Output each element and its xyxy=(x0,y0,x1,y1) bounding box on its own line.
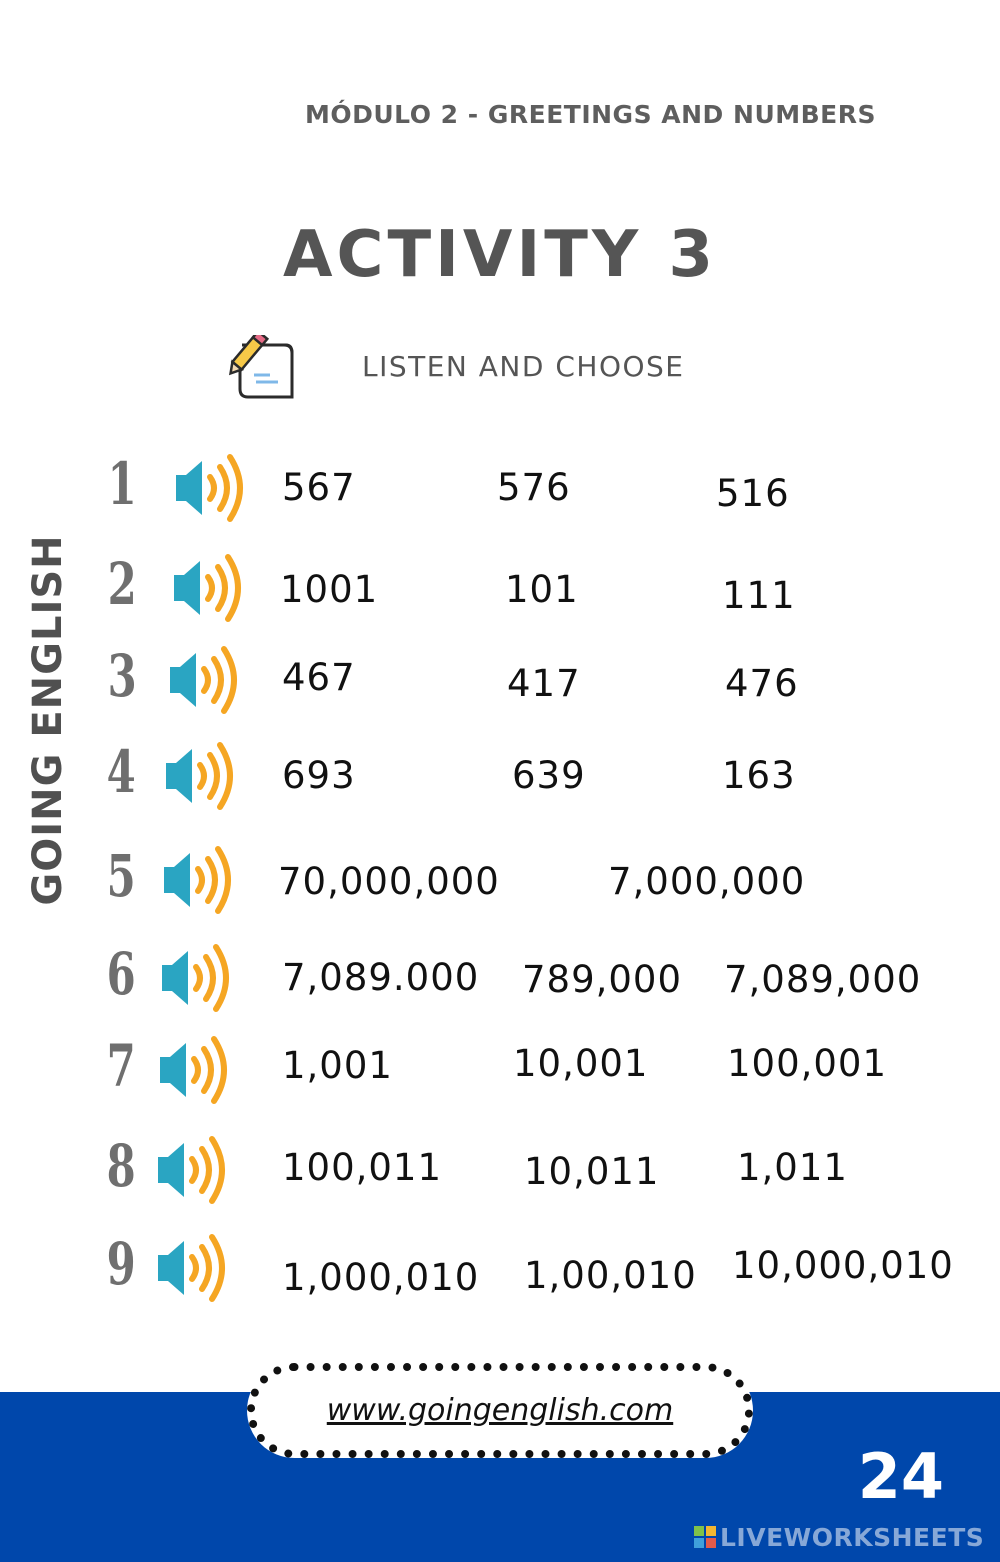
instruction-text: LISTEN AND CHOOSE xyxy=(362,350,685,383)
answer-option[interactable]: 111 xyxy=(722,574,796,617)
answer-option[interactable]: 516 xyxy=(716,472,790,515)
liveworksheets-logo-icon xyxy=(694,1526,716,1548)
watermark-text: LIVEWORKSHEETS xyxy=(720,1522,985,1552)
answer-option[interactable]: 10,011 xyxy=(524,1150,660,1193)
answer-option[interactable]: 101 xyxy=(505,568,579,611)
answer-option[interactable]: 7,000,000 xyxy=(608,860,806,903)
speaker-audio-icon[interactable] xyxy=(154,1135,234,1205)
answer-option[interactable]: 576 xyxy=(497,466,571,509)
speaker-audio-icon[interactable] xyxy=(166,645,246,715)
answer-option[interactable]: 1,00,010 xyxy=(524,1254,697,1297)
question-number: 5 xyxy=(106,842,136,910)
side-label-text: GOING ENGLISH xyxy=(25,534,71,906)
answer-option[interactable]: 476 xyxy=(725,662,799,705)
speaker-audio-icon[interactable] xyxy=(172,453,252,523)
answer-option[interactable]: 100,011 xyxy=(282,1146,443,1189)
answer-option[interactable]: 7,089.000 xyxy=(282,956,480,999)
answer-option[interactable]: 7,089,000 xyxy=(724,958,922,1001)
answer-option[interactable]: 10,001 xyxy=(513,1042,649,1085)
website-pill: www.goingenglish.com xyxy=(247,1363,753,1458)
answer-option[interactable]: 567 xyxy=(282,466,356,509)
answer-option[interactable]: 163 xyxy=(722,754,796,797)
speaker-audio-icon[interactable] xyxy=(154,1233,234,1303)
question-number: 6 xyxy=(106,940,136,1008)
question-number: 4 xyxy=(106,738,136,806)
question-number: 2 xyxy=(107,550,137,618)
answer-option[interactable]: 1,011 xyxy=(737,1146,848,1189)
question-number: 9 xyxy=(106,1230,136,1298)
answer-option[interactable]: 100,001 xyxy=(727,1042,888,1085)
question-number: 7 xyxy=(106,1032,136,1100)
answer-option[interactable]: 1,000,010 xyxy=(282,1256,480,1299)
answer-option[interactable]: 10,000,010 xyxy=(732,1244,954,1287)
speaker-audio-icon[interactable] xyxy=(156,1035,236,1105)
speaker-audio-icon[interactable] xyxy=(160,845,240,915)
speaker-audio-icon[interactable] xyxy=(162,741,242,811)
question-number: 3 xyxy=(107,642,137,710)
speaker-audio-icon[interactable] xyxy=(170,553,250,623)
question-number: 1 xyxy=(107,450,137,518)
watermark: LIVEWORKSHEETS xyxy=(694,1522,984,1552)
answer-option[interactable]: 467 xyxy=(282,656,356,699)
website-link[interactable]: www.goingenglish.com xyxy=(326,1393,674,1428)
answer-option[interactable]: 70,000,000 xyxy=(278,860,500,903)
speaker-audio-icon[interactable] xyxy=(158,943,238,1013)
module-heading: MÓDULO 2 - GREETINGS AND NUMBERS xyxy=(305,100,877,129)
question-number: 8 xyxy=(106,1132,136,1200)
activity-title: ACTIVITY 3 xyxy=(282,218,718,292)
answer-option[interactable]: 639 xyxy=(512,754,586,797)
pencil-document-icon xyxy=(229,335,294,399)
answer-option[interactable]: 1001 xyxy=(280,568,379,611)
answer-option[interactable]: 1,001 xyxy=(282,1044,393,1087)
answer-option[interactable]: 417 xyxy=(507,662,581,705)
page-number: 24 xyxy=(857,1440,944,1513)
answer-option[interactable]: 789,000 xyxy=(522,958,683,1001)
answer-option[interactable]: 693 xyxy=(282,754,356,797)
